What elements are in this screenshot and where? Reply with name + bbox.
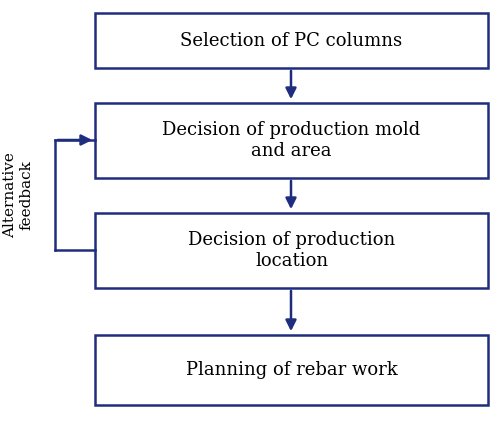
Text: Alternative
feedback: Alternative feedback [3, 152, 33, 238]
Bar [95, 13, 488, 68]
Bar [95, 335, 488, 405]
Text: Decision of production
location: Decision of production location [188, 231, 395, 270]
Text: Selection of PC columns: Selection of PC columns [180, 31, 402, 49]
Text: Planning of rebar work: Planning of rebar work [186, 361, 398, 379]
Text: Decision of production mold
and area: Decision of production mold and area [162, 121, 420, 160]
Bar [95, 103, 488, 178]
Bar [95, 213, 488, 288]
